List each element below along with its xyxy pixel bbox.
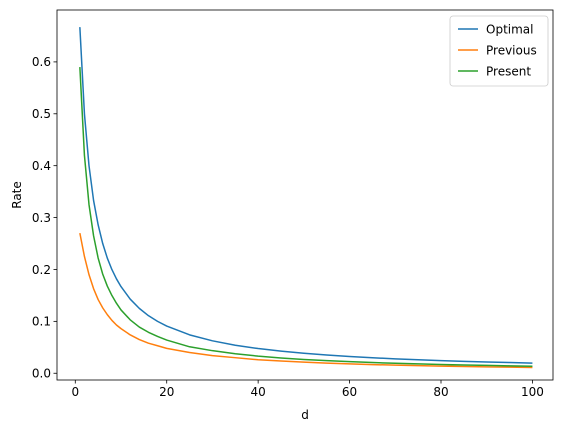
legend: Optimal Previous Present: [449, 15, 549, 87]
legend-label: Previous: [486, 43, 537, 57]
x-tick-label: 0: [71, 385, 79, 399]
legend-box: [449, 15, 549, 87]
series-line-present: [79, 67, 533, 367]
legend-label: Optimal: [486, 22, 533, 36]
y-axis-label: Rate: [10, 181, 24, 209]
y-tick-label: 0.0: [32, 367, 51, 381]
x-tick-label: 40: [251, 385, 266, 399]
y-tick-label: 0.3: [32, 211, 51, 225]
y-tick-label: 0.1: [32, 315, 51, 329]
x-axis-label: d: [301, 408, 309, 422]
series-layer: [79, 27, 533, 369]
legend-label: Present: [486, 64, 531, 78]
y-tick-label: 0.2: [32, 263, 51, 277]
y-tick-label: 0.4: [32, 159, 51, 173]
series-line-previous: [79, 232, 533, 369]
x-tick-label: 80: [433, 385, 448, 399]
series-line-optimal: [79, 27, 533, 364]
x-tick-label: 60: [342, 385, 357, 399]
axes-frame: [56, 9, 554, 381]
y-tick-label: 0.5: [32, 107, 51, 121]
x-axis-ticks: 0 20 40 60 80 100: [71, 380, 544, 399]
y-axis-ticks: 0.0 0.1 0.2 0.3 0.4 0.5 0.6: [32, 55, 57, 381]
x-tick-label: 20: [159, 385, 174, 399]
x-tick-label: 100: [521, 385, 544, 399]
y-tick-label: 0.6: [32, 55, 51, 69]
